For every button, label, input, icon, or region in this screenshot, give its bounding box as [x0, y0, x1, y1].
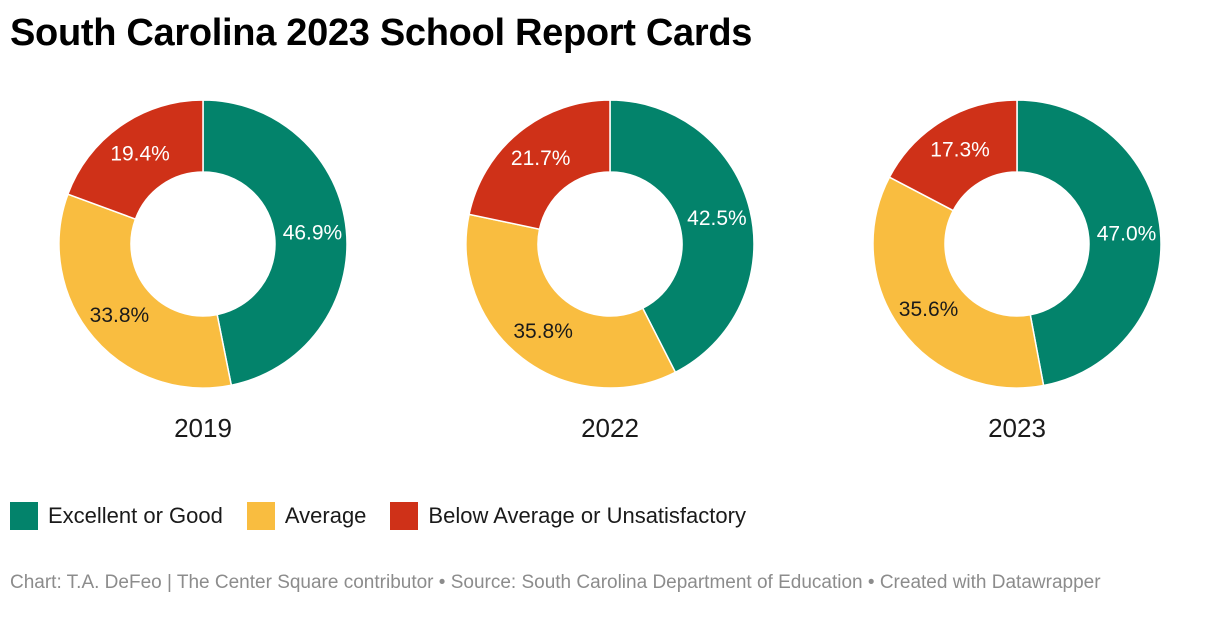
- slice-value-label: 46.9%: [283, 222, 343, 245]
- chart-year-label: 2023: [988, 413, 1046, 443]
- donut-slice: [1016, 99, 1162, 387]
- legend-swatch: [10, 502, 38, 530]
- legend-swatch: [390, 502, 419, 530]
- legend-label: Below Average or Unsatisfactory: [428, 503, 746, 528]
- legend-item-below-average: Below Average or Unsatisfactory: [390, 502, 746, 530]
- donut-slice: [872, 176, 1045, 389]
- legend-label: Excellent or Good: [48, 503, 223, 528]
- donut-slice: [66, 99, 204, 221]
- legend-item-excellent-or-good: Excellent or Good: [10, 502, 223, 530]
- chart-legend: Excellent or Good Average Below Average …: [10, 502, 770, 530]
- donut-slice: [468, 99, 611, 231]
- slice-value-label: 35.6%: [899, 298, 959, 321]
- donut-slice: [888, 99, 1018, 212]
- slice-value-label: 47.0%: [1097, 222, 1157, 245]
- slice-value-label: 33.8%: [90, 304, 150, 327]
- donut-slice: [58, 193, 233, 389]
- donut-slice: [202, 99, 348, 387]
- donut-chart-2023: 47.0% 35.6% 17.3% 2023: [872, 99, 1162, 443]
- chart-footer-credit: Chart: T.A. DeFeo | The Center Square co…: [10, 572, 1101, 593]
- slice-value-label: 42.5%: [687, 207, 747, 230]
- donut-charts: 46.9% 33.8% 19.4% 2019 42.5% 35.8% 21.7% 2022 47…: [58, 99, 1162, 443]
- slice-value-label: 21.7%: [511, 147, 571, 170]
- donut-chart-2022: 42.5% 35.8% 21.7% 2022: [465, 99, 755, 443]
- legend-item-average: Average: [246, 502, 367, 530]
- slice-value-label: 17.3%: [930, 138, 990, 161]
- chart-title: South Carolina 2023 School Report Cards: [10, 12, 753, 54]
- donut-slice: [609, 99, 755, 374]
- slice-value-label: 35.8%: [513, 320, 573, 343]
- donut-slice: [465, 213, 677, 389]
- donut-chart-2019: 46.9% 33.8% 19.4% 2019: [58, 99, 348, 443]
- chart-year-label: 2019: [174, 413, 232, 443]
- legend-swatch: [246, 502, 275, 530]
- slice-value-label: 19.4%: [110, 142, 170, 165]
- legend-label: Average: [284, 503, 367, 528]
- chart-year-label: 2022: [581, 413, 639, 443]
